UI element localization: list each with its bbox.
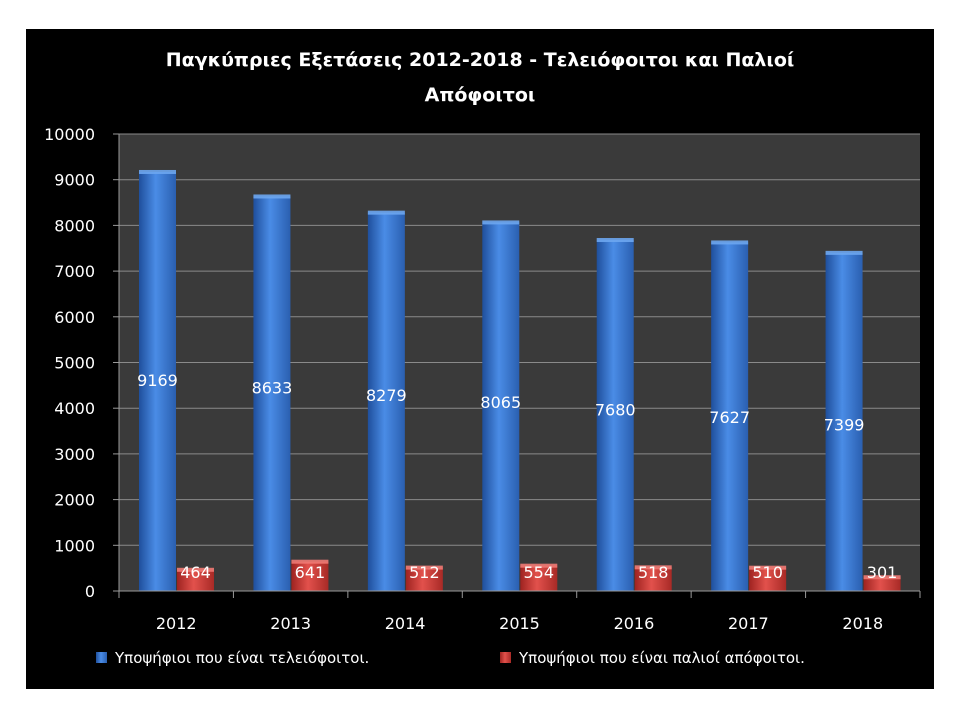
legend-label-series-2: Υποψήφιοι που είναι παλιοί απόφοιτοι.	[518, 649, 805, 667]
x-tick-label: 2017	[728, 614, 769, 633]
data-label-series-2: 510	[752, 563, 783, 582]
x-tick-label: 2018	[842, 614, 883, 633]
x-axis-ticks: 2012 2013 2014 2015 2016 2017 2018	[118, 591, 921, 633]
bar-series-2-top	[863, 575, 901, 580]
data-label-series-1: 7680	[595, 401, 636, 420]
y-tick-label: 10000	[44, 125, 95, 144]
y-tick-label: 2000	[54, 491, 95, 510]
legend: Υποψήφιοι που είναι τελειόφοιτοι. Υποψήφι…	[96, 649, 805, 667]
y-tick-label: 3000	[54, 445, 95, 464]
y-tick-label: 9000	[54, 171, 95, 190]
bar-series-1-top	[825, 250, 863, 255]
legend-swatch-series-1	[96, 652, 107, 663]
axes	[118, 134, 920, 592]
data-label-series-2: 512	[409, 563, 440, 582]
bar-series-1-top	[139, 169, 176, 174]
y-tick-label: 1000	[54, 536, 95, 555]
bar-series-1	[825, 252, 863, 591]
gridlines	[119, 133, 920, 546]
data-label-series-2: 464	[180, 563, 211, 582]
bar-chart: Παγκύπριες Εξετάσεις 2012-2018 - Τελειόφ…	[44, 49, 921, 667]
data-label-series-1: 9169	[137, 371, 178, 390]
data-label-series-1: 8279	[366, 386, 407, 405]
bar-series-1-top	[711, 240, 749, 245]
data-label-series-1: 7399	[824, 415, 865, 434]
bar-series-1-top	[253, 194, 291, 199]
data-label-series-1: 8065	[480, 393, 521, 412]
data-label-series-2: 301	[867, 563, 898, 582]
data-label-series-2: 518	[638, 563, 669, 582]
bar-series-1	[139, 171, 176, 592]
bar-series-2-top	[634, 565, 672, 570]
data-labels: 9169 464 8633 641 8279 512 8065 554 7680 518 7627 5…	[137, 371, 897, 582]
chart-frame: Παγκύπριες Εξετάσεις 2012-2018 - Τελειόφ…	[26, 29, 934, 689]
chart-title-line-1: Παγκύπριες Εξετάσεις 2012-2018 - Τελειόφ…	[166, 49, 795, 71]
data-label-series-1: 7627	[709, 408, 750, 427]
x-tick-label: 2016	[614, 614, 655, 633]
legend-swatch-series-2	[500, 652, 511, 663]
x-tick-label: 2013	[270, 614, 311, 633]
bar-series-2-top	[405, 565, 443, 570]
bar-series-2	[177, 569, 214, 591]
bar-series-2	[405, 567, 443, 591]
bar-series-1	[367, 212, 405, 591]
bar-series-2-top	[291, 559, 329, 564]
bar-series-1-top	[482, 220, 520, 225]
y-tick-label: 7000	[54, 262, 95, 281]
bar-series-2	[634, 567, 672, 591]
bar-series-1	[596, 240, 634, 592]
y-axis-ticks: 0 1000 2000 3000 4000 5000 6000 7000 8000 9000 100…	[44, 125, 119, 601]
bar-series-2-top	[749, 565, 787, 570]
bar-series-2-top	[177, 567, 214, 572]
bar-series-1	[253, 196, 291, 591]
bars	[139, 169, 901, 592]
bar-series-2	[749, 567, 787, 591]
data-label-series-2: 554	[524, 563, 555, 582]
legend-label-series-1: Υποψήφιοι που είναι τελειόφοιτοι.	[114, 649, 369, 667]
bar-series-2	[863, 577, 901, 591]
y-tick-label: 6000	[54, 308, 95, 327]
bar-series-1	[482, 222, 520, 591]
y-tick-label: 0	[85, 582, 95, 601]
data-label-series-1: 8633	[252, 378, 293, 397]
x-tick-label: 2015	[499, 614, 540, 633]
bar-series-2	[520, 565, 558, 591]
chart-title-line-2: Απόφοιτοι	[425, 84, 536, 106]
data-label-series-2: 641	[295, 563, 326, 582]
x-tick-label: 2012	[156, 614, 197, 633]
x-tick-label: 2014	[385, 614, 426, 633]
bar-series-2	[291, 561, 329, 591]
y-tick-label: 5000	[54, 354, 95, 373]
y-tick-label: 4000	[54, 399, 95, 418]
bar-series-2-top	[520, 563, 558, 568]
y-tick-label: 8000	[54, 216, 95, 235]
bar-series-1-top	[596, 238, 634, 243]
bar-series-1-top	[367, 210, 405, 215]
bar-series-1	[711, 242, 749, 591]
